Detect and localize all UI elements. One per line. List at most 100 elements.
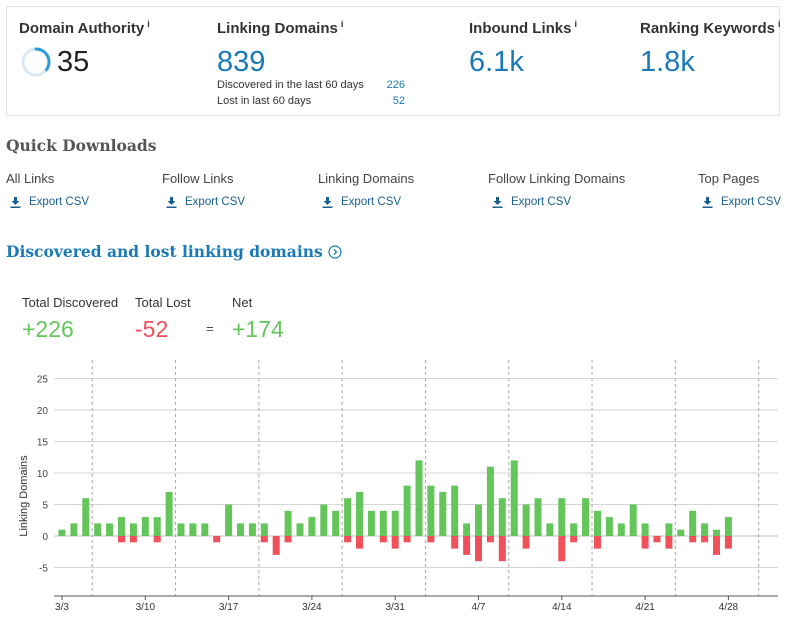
export-csv-all-links[interactable]: Export CSV <box>10 196 89 208</box>
x-tick-label: 4/14 <box>552 602 572 613</box>
bar-lost <box>451 536 459 549</box>
bar-lost <box>129 536 137 543</box>
bar-discovered <box>391 510 399 536</box>
bar-discovered <box>248 523 256 536</box>
bar-lost <box>498 536 506 562</box>
inbound-links-value: 6.1k <box>469 46 524 78</box>
x-tick-label: 4/7 <box>472 602 486 613</box>
bar-discovered <box>379 510 387 536</box>
bar-discovered <box>641 523 649 536</box>
download-title-linking-domains: Linking Domains <box>318 171 415 186</box>
bar-discovered <box>582 498 590 536</box>
x-tick-label: 4/28 <box>719 602 739 613</box>
equals-sign: = <box>206 321 214 336</box>
net-value: +174 <box>232 316 284 342</box>
download-icon <box>492 196 503 208</box>
y-axis-label: Linking Domains <box>18 455 30 537</box>
y-tick-label: 0 <box>42 532 48 543</box>
download-icon <box>10 196 21 208</box>
metrics-panel: Domain Authority i 35 Linking Domains i 83… <box>6 6 781 116</box>
discovered-lost-title: Discovered and lost linking domains <box>6 242 342 261</box>
inbound-links-label: Inbound Links i <box>469 19 578 37</box>
ranking-keywords-label: Ranking Keywords i <box>640 19 781 37</box>
bar-discovered <box>617 523 625 536</box>
lost-count-link[interactable]: 52 <box>392 95 405 107</box>
bar-discovered <box>724 517 732 536</box>
total-discovered-value: +226 <box>22 316 74 342</box>
bar-discovered <box>713 529 720 536</box>
discovered-row: Discovered in the last 60 days 226 <box>217 79 405 91</box>
bar-discovered <box>129 523 137 536</box>
x-tick-label: 3/31 <box>385 602 405 613</box>
bar-discovered <box>332 510 340 536</box>
info-icon[interactable]: i <box>574 19 578 29</box>
bar-lost <box>118 536 125 543</box>
x-tick-label: 3/17 <box>219 602 239 613</box>
bar-discovered <box>558 498 566 536</box>
bar-discovered <box>70 523 78 536</box>
bar-discovered <box>665 523 673 536</box>
bar-discovered <box>570 523 578 536</box>
bar-lost <box>356 536 363 549</box>
bar-discovered <box>415 460 423 536</box>
bar-discovered <box>605 517 613 536</box>
bar-lost <box>427 536 435 543</box>
export-csv-follow-linking-domains[interactable]: Export CSV <box>492 196 571 208</box>
bar-discovered <box>320 504 328 536</box>
info-icon[interactable]: i <box>147 19 150 29</box>
download-title-follow-links: Follow Links <box>162 171 234 186</box>
total-lost-value: -52 <box>135 316 169 342</box>
y-tick-label: 5 <box>42 501 48 512</box>
export-csv-follow-links[interactable]: Export CSV <box>166 196 245 208</box>
bar-lost <box>570 536 578 543</box>
quick-downloads-title: Quick Downloads <box>6 136 157 155</box>
download-title-follow-linking-domains: Follow Linking Domains <box>488 171 626 186</box>
total-lost-label: Total Lost <box>135 295 191 310</box>
domain-authority-ring-icon <box>21 47 51 77</box>
bar-discovered <box>629 504 637 536</box>
bar-lost <box>379 536 387 543</box>
bar-discovered <box>201 523 209 536</box>
bar-discovered <box>225 504 233 536</box>
bar-discovered <box>296 523 304 536</box>
x-tick-label: 3/24 <box>302 602 322 613</box>
bar-discovered <box>463 523 471 536</box>
info-icon[interactable]: i <box>340 19 344 29</box>
bar-discovered <box>534 498 542 536</box>
ranking-keywords-value: 1.8k <box>640 46 695 78</box>
bar-lost <box>701 536 709 543</box>
info-icon[interactable]: i <box>778 19 781 29</box>
export-csv-top-pages[interactable]: Export CSV <box>702 196 781 208</box>
export-csv-linking-domains[interactable]: Export CSV <box>322 196 401 208</box>
bar-lost <box>344 536 352 543</box>
bar-lost <box>486 536 494 543</box>
lost-row: Lost in last 60 days 52 <box>217 95 405 107</box>
domain-authority-value: 35 <box>57 46 90 78</box>
bar-discovered <box>439 491 447 536</box>
bar-discovered <box>356 491 363 536</box>
bar-lost <box>689 536 697 543</box>
bar-discovered <box>677 529 685 536</box>
y-tick-label: -5 <box>39 564 48 575</box>
bar-discovered <box>427 485 435 536</box>
download-icon <box>166 196 177 208</box>
bar-discovered <box>141 517 149 536</box>
bar-discovered <box>189 523 197 536</box>
discovered-count-link[interactable]: 226 <box>386 79 405 91</box>
y-tick-label: 20 <box>37 406 49 417</box>
bar-discovered <box>475 504 482 536</box>
bar-discovered <box>689 510 697 536</box>
chevron-right-circle-icon[interactable] <box>328 244 342 259</box>
bar-lost <box>522 536 530 549</box>
bar-discovered <box>82 498 90 536</box>
bar-discovered <box>701 523 709 536</box>
bar-lost <box>724 536 732 549</box>
bar-discovered <box>367 510 375 536</box>
discovered-lost-chart: -5 0 5 10 15 20 25 3/3 3/10 3/17 3/24 3/31 4/7 4/14 4/… <box>18 360 778 613</box>
bar-lost <box>272 536 280 555</box>
y-tick-label: 25 <box>37 375 49 386</box>
bar-lost <box>463 536 471 555</box>
bar-lost <box>653 536 661 543</box>
bar-lost <box>391 536 399 549</box>
bar-discovered <box>106 523 114 536</box>
